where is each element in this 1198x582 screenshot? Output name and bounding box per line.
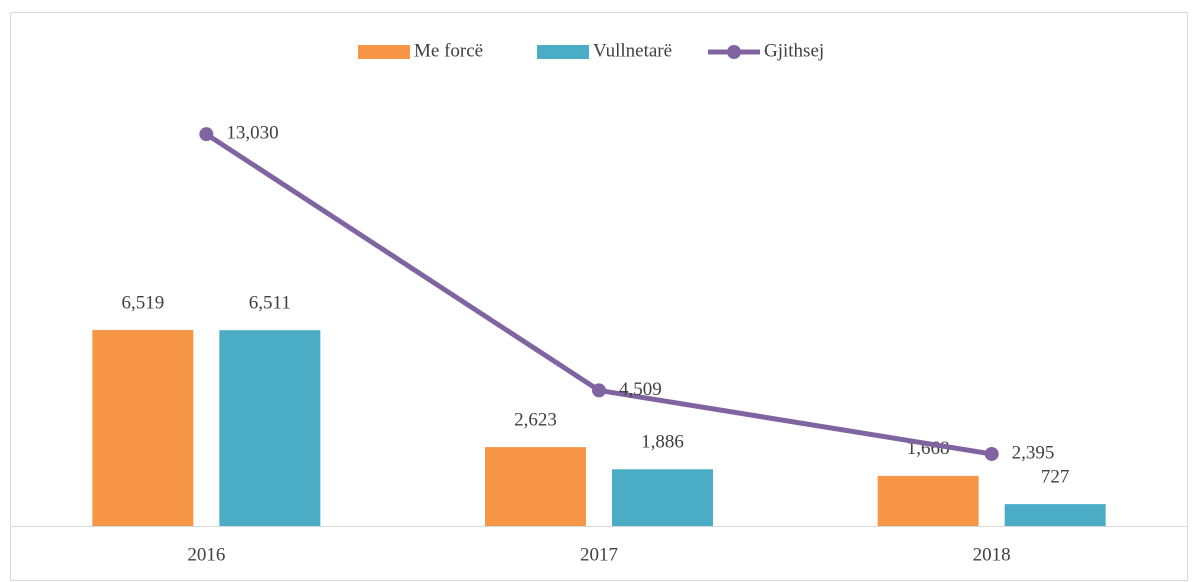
bar (92, 329, 194, 526)
data-label: 2,623 (514, 409, 557, 430)
legend-swatch (537, 45, 589, 59)
bar (219, 330, 321, 526)
x-tick-label: 2016 (187, 544, 225, 565)
legend-swatch (358, 45, 410, 59)
data-label: 6,519 (121, 292, 164, 313)
bar (612, 469, 713, 526)
data-label: 1,886 (641, 432, 684, 453)
data-label: 4,509 (619, 379, 662, 400)
line-marker (592, 383, 606, 398)
legend-label: Vullnetarë (593, 40, 672, 61)
legend-label: Me forcë (414, 40, 483, 61)
x-tick-label: 2017 (580, 544, 618, 565)
bar (877, 475, 979, 526)
legend-label: Gjithsej (764, 40, 824, 61)
data-label: 727 (1041, 466, 1070, 487)
chart-frame (10, 12, 1188, 581)
line-marker (199, 127, 214, 142)
x-tick-label: 2018 (973, 544, 1011, 565)
data-label: 2,395 (1012, 442, 1055, 463)
legend-swatch (727, 45, 741, 59)
data-label: 6,511 (249, 293, 291, 314)
data-label: 13,030 (226, 123, 278, 144)
bar (1004, 504, 1106, 526)
bar (485, 447, 586, 526)
line-marker (984, 446, 999, 461)
